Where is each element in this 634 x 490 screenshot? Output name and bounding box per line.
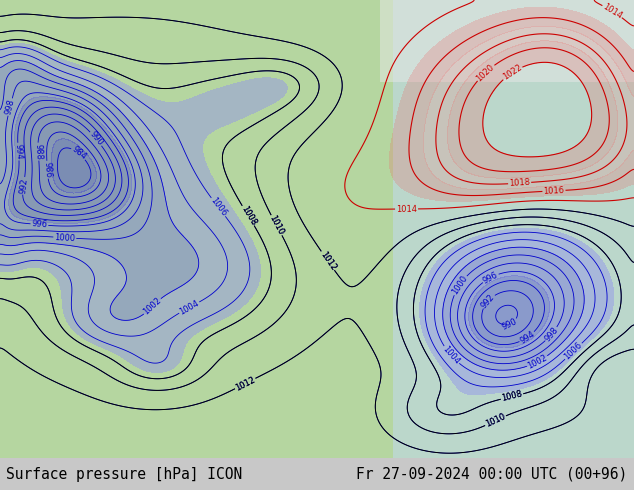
Text: 1020: 1020 xyxy=(475,62,496,83)
Bar xyxy=(393,0,634,458)
Text: 1002: 1002 xyxy=(526,353,549,370)
Text: 992: 992 xyxy=(18,177,29,194)
Text: 1012: 1012 xyxy=(318,249,337,272)
Text: 1006: 1006 xyxy=(563,341,584,362)
Text: 1006: 1006 xyxy=(209,196,228,218)
Text: 1010: 1010 xyxy=(268,214,285,237)
Text: 1022: 1022 xyxy=(501,63,524,82)
Text: 1010: 1010 xyxy=(484,412,507,429)
Text: 990: 990 xyxy=(500,317,519,331)
Text: 988: 988 xyxy=(34,144,43,160)
Bar xyxy=(380,0,634,82)
Text: 992: 992 xyxy=(479,292,496,310)
Text: 1010: 1010 xyxy=(484,412,507,429)
Text: 1014: 1014 xyxy=(601,2,624,21)
Text: 1016: 1016 xyxy=(543,186,565,196)
Text: 1008: 1008 xyxy=(501,390,523,403)
Text: 1000: 1000 xyxy=(54,233,75,243)
Text: 1012: 1012 xyxy=(234,375,257,392)
Text: 990: 990 xyxy=(87,130,105,147)
Text: 1008: 1008 xyxy=(239,204,257,227)
Text: 1002: 1002 xyxy=(141,296,164,317)
Text: 1018: 1018 xyxy=(509,178,531,188)
Text: 994: 994 xyxy=(518,329,536,345)
Text: 1012: 1012 xyxy=(318,249,337,272)
Text: 1004: 1004 xyxy=(178,298,200,317)
Text: 994: 994 xyxy=(13,144,23,160)
Text: 1000: 1000 xyxy=(450,274,469,296)
Text: 1008: 1008 xyxy=(501,390,523,403)
Text: 1010: 1010 xyxy=(268,214,285,237)
Text: 998: 998 xyxy=(543,325,560,343)
Text: 1014: 1014 xyxy=(396,204,417,214)
Text: 996: 996 xyxy=(31,220,48,230)
Text: 984: 984 xyxy=(70,145,87,162)
Text: 1008: 1008 xyxy=(239,204,257,227)
Text: 1004: 1004 xyxy=(441,344,462,366)
Text: 1012: 1012 xyxy=(234,375,257,392)
Text: 998: 998 xyxy=(4,98,16,116)
Text: 986: 986 xyxy=(42,161,53,178)
Text: 996: 996 xyxy=(481,270,500,285)
Text: Surface pressure [hPa] ICON: Surface pressure [hPa] ICON xyxy=(6,466,243,482)
Text: Fr 27-09-2024 00:00 UTC (00+96): Fr 27-09-2024 00:00 UTC (00+96) xyxy=(356,466,628,482)
